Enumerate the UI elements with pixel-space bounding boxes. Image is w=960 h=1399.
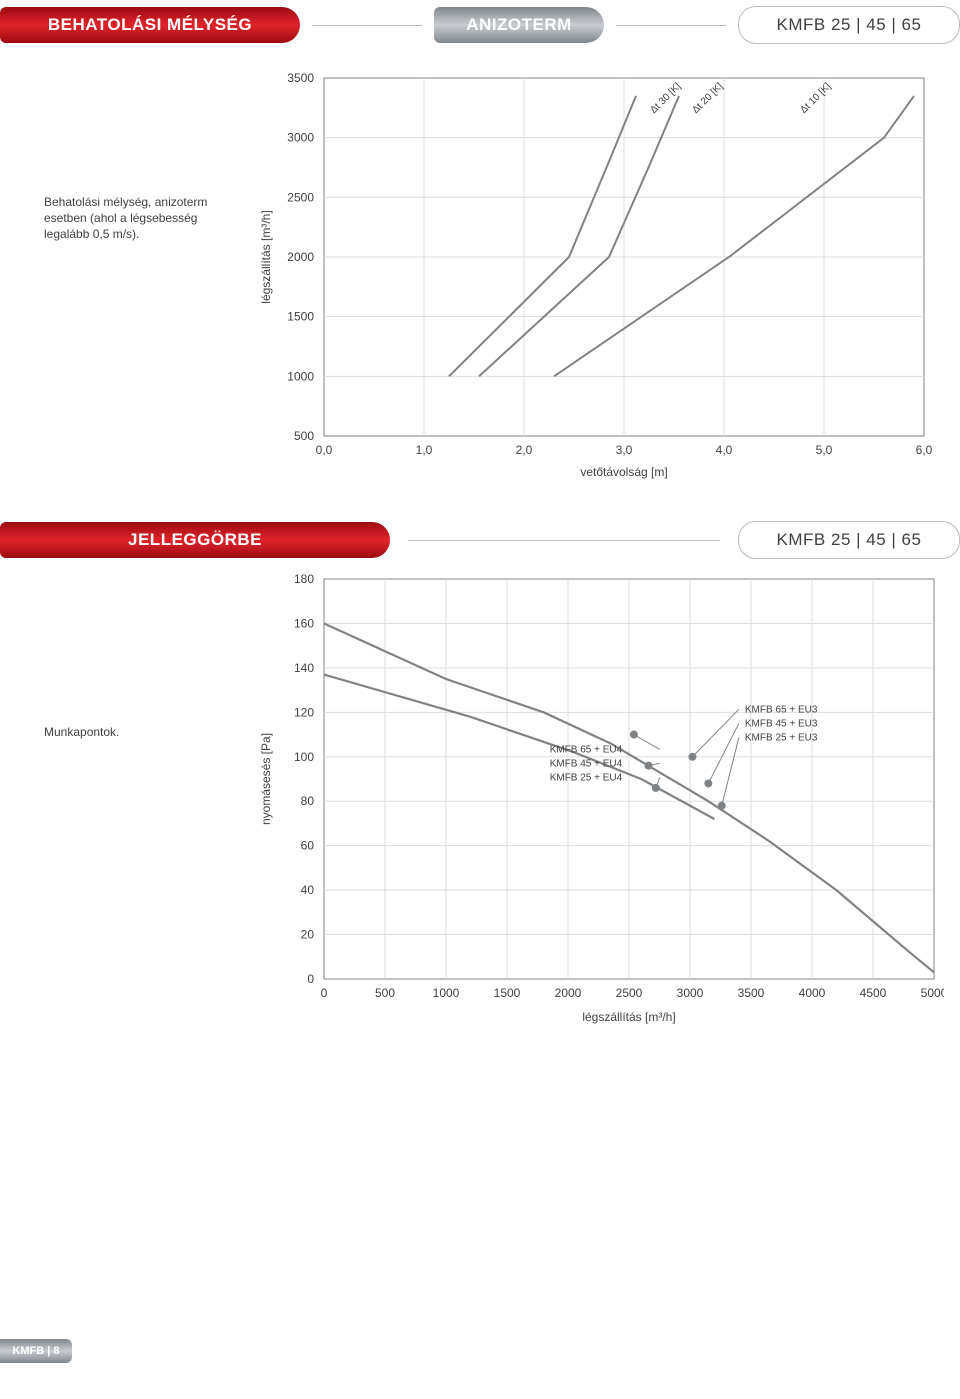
pill-anizoterm: ANIZOTERM (434, 7, 604, 43)
svg-text:140: 140 (294, 661, 314, 675)
svg-text:3000: 3000 (287, 131, 314, 145)
svg-text:KMFB 65 + EU3: KMFB 65 + EU3 (745, 704, 818, 715)
side-text: legalább 0,5 m/s). (44, 227, 139, 241)
svg-text:4000: 4000 (799, 986, 826, 1000)
svg-text:nyomásesés [Pa]: nyomásesés [Pa] (259, 733, 273, 825)
pill-label: BEHATOLÁSI MÉLYSÉG (48, 15, 252, 35)
side-text: esetben (ahol a légsebesség (44, 211, 197, 225)
svg-text:vetőtávolság [m]: vetőtávolság [m] (580, 465, 667, 479)
svg-text:500: 500 (294, 429, 314, 443)
svg-text:3500: 3500 (287, 71, 314, 85)
svg-text:1500: 1500 (494, 986, 521, 1000)
chart1: 0,0 1,0 2,0 3,0 4,0 5,0 6,0 500 1000 1500 2000 2500… (244, 64, 944, 494)
svg-text:2500: 2500 (616, 986, 643, 1000)
svg-text:6,0: 6,0 (916, 443, 933, 457)
pill-label: ANIZOTERM (466, 15, 572, 35)
svg-text:160: 160 (294, 616, 314, 630)
svg-text:60: 60 (301, 839, 315, 853)
svg-text:KMFB 45 + EU4: KMFB 45 + EU4 (550, 758, 623, 769)
svg-text:4500: 4500 (860, 986, 887, 1000)
svg-text:1500: 1500 (287, 310, 314, 324)
svg-text:4,0: 4,0 (716, 443, 733, 457)
svg-text:0: 0 (321, 986, 328, 1000)
connector (616, 25, 726, 26)
connector (312, 25, 422, 26)
svg-text:120: 120 (294, 705, 314, 719)
side-note-2: Munkapontok. (0, 724, 244, 740)
footer-tab: KMFB | 8 (0, 1339, 72, 1363)
svg-text:20: 20 (301, 928, 315, 942)
chart1-container: 0,0 1,0 2,0 3,0 4,0 5,0 6,0 500 1000 1500 2000 2500… (244, 64, 960, 499)
footer-label: KMFB | 8 (12, 1345, 59, 1357)
svg-text:180: 180 (294, 572, 314, 586)
svg-text:1000: 1000 (433, 986, 460, 1000)
chart2: 0500100015002000250030003500400045005000… (244, 569, 944, 1039)
svg-text:1,0: 1,0 (416, 443, 433, 457)
pill-behatolasi: BEHATOLÁSI MÉLYSÉG (0, 7, 300, 43)
pill-model-2: KMFB 25 | 45 | 65 (738, 521, 960, 559)
svg-text:KMFB 65 + EU4: KMFB 65 + EU4 (550, 744, 623, 755)
svg-text:3,0: 3,0 (616, 443, 633, 457)
pill-label: KMFB 25 | 45 | 65 (777, 15, 922, 35)
connector (408, 540, 720, 541)
svg-text:500: 500 (375, 986, 395, 1000)
side-note-1: Behatolási mélység, anizoterm esetben (a… (0, 194, 244, 243)
svg-text:1000: 1000 (287, 369, 314, 383)
pill-jelleggorbe: JELLEGGÖRBE (0, 522, 390, 558)
svg-text:40: 40 (301, 883, 315, 897)
svg-text:2500: 2500 (287, 190, 314, 204)
pill-label: KMFB 25 | 45 | 65 (777, 530, 922, 550)
svg-text:légszállítás [m³/h]: légszállítás [m³/h] (259, 210, 273, 303)
svg-text:5000: 5000 (921, 986, 944, 1000)
svg-text:100: 100 (294, 750, 314, 764)
svg-text:0: 0 (307, 972, 314, 986)
pill-model-top: KMFB 25 | 45 | 65 (738, 6, 960, 44)
svg-text:3000: 3000 (677, 986, 704, 1000)
svg-text:KMFB 45 + EU3: KMFB 45 + EU3 (745, 718, 818, 729)
svg-text:2,0: 2,0 (516, 443, 533, 457)
svg-text:2000: 2000 (555, 986, 582, 1000)
svg-text:3500: 3500 (738, 986, 765, 1000)
side-text: Behatolási mélység, anizoterm (44, 195, 207, 209)
svg-text:0,0: 0,0 (316, 443, 333, 457)
svg-text:KMFB 25 + EU4: KMFB 25 + EU4 (550, 772, 623, 783)
header-row: BEHATOLÁSI MÉLYSÉG ANIZOTERM KMFB 25 | 4… (0, 6, 960, 44)
section2-row: JELLEGGÖRBE KMFB 25 | 45 | 65 (0, 521, 960, 559)
chart2-container: 0500100015002000250030003500400045005000… (244, 569, 960, 1044)
svg-text:KMFB 25 + EU3: KMFB 25 + EU3 (745, 732, 818, 743)
svg-text:légszállítás [m³/h]: légszállítás [m³/h] (582, 1010, 675, 1024)
svg-text:80: 80 (301, 794, 315, 808)
pill-label: JELLEGGÖRBE (128, 530, 262, 550)
svg-text:2000: 2000 (287, 250, 314, 264)
svg-text:5,0: 5,0 (816, 443, 833, 457)
side-text: Munkapontok. (44, 725, 119, 739)
